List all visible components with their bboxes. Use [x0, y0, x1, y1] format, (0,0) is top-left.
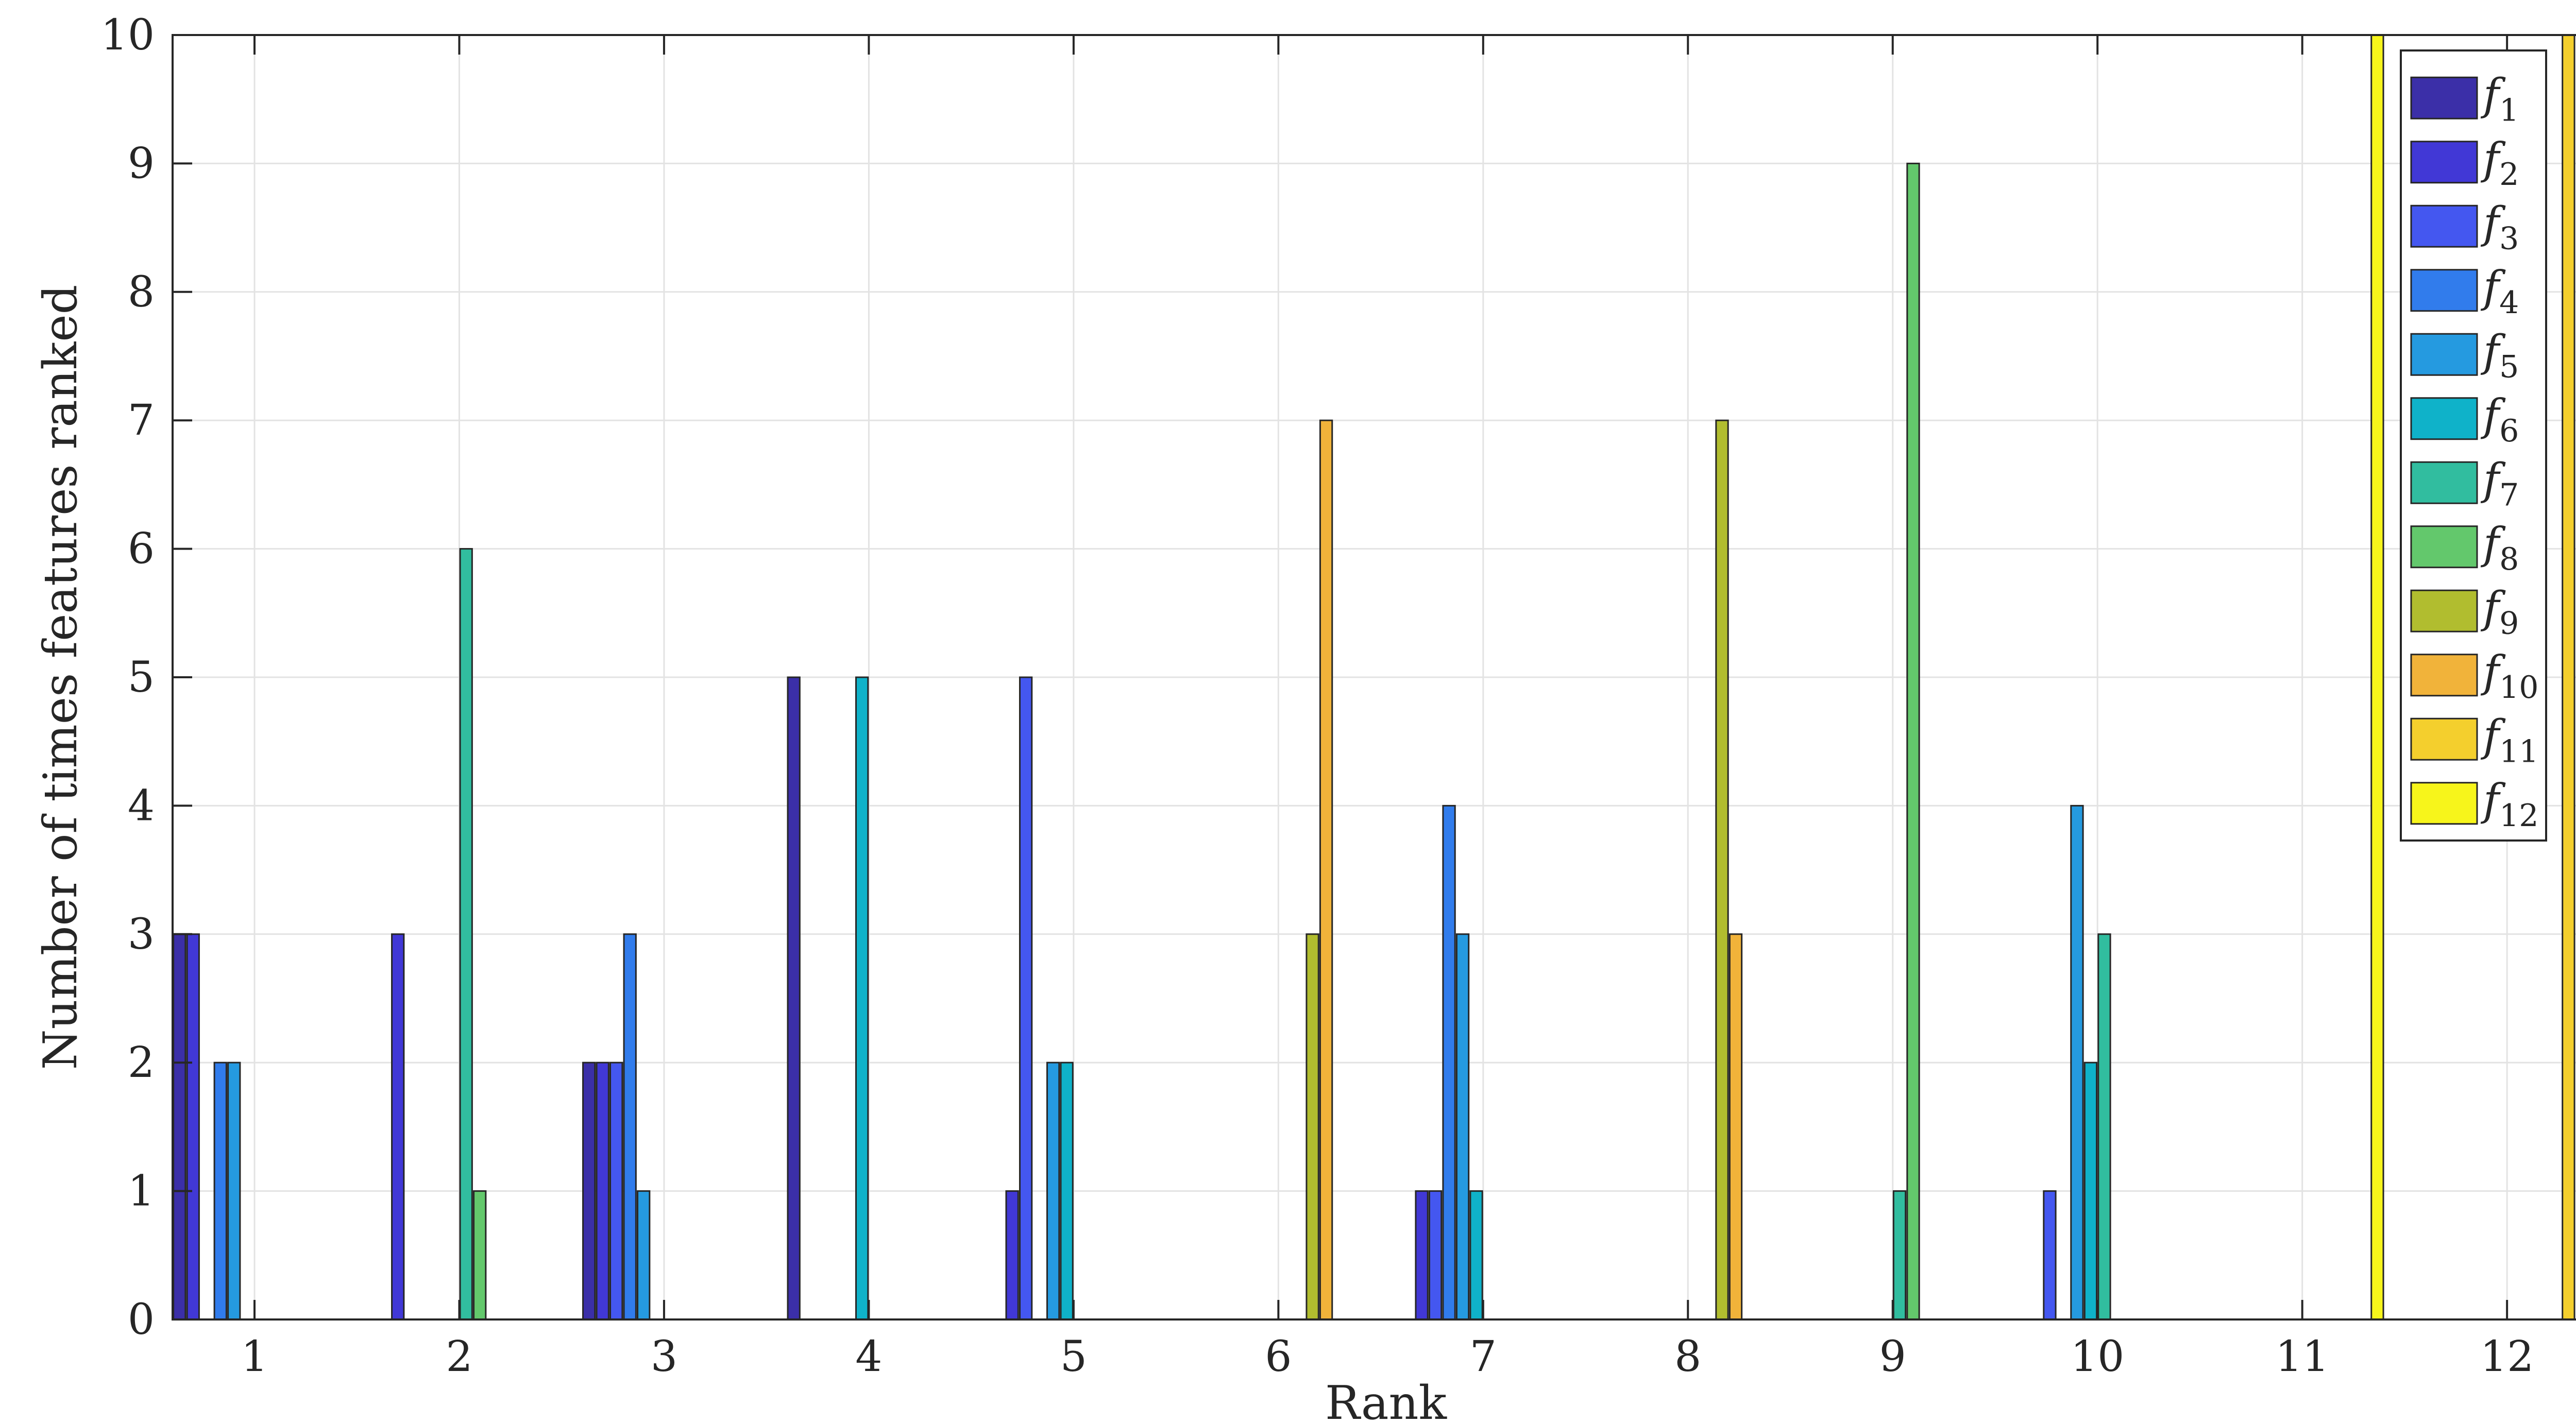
- bar-f10-rank-8: [1728, 933, 1743, 1321]
- bar-f4-rank-3: [623, 933, 637, 1321]
- bar-f2-rank-5: [1005, 1190, 1019, 1321]
- legend-swatch-f12: [2410, 782, 2478, 825]
- legend-swatch-f8: [2410, 525, 2478, 569]
- bar-f3-rank-3: [609, 1061, 623, 1321]
- bar-f3-rank-10: [2043, 1190, 2057, 1321]
- bar-f9-rank-6: [1306, 933, 1319, 1321]
- x-tick-label: 4: [855, 1332, 882, 1381]
- y-tick-label: 4: [128, 781, 155, 830]
- y-tick-label: 2: [128, 1038, 155, 1087]
- legend-swatch-f6: [2410, 397, 2478, 440]
- bar-f7-rank-2: [459, 548, 473, 1321]
- bar-f10-rank-6: [1319, 419, 1333, 1321]
- x-tick-label: 3: [651, 1332, 677, 1381]
- bar-f5-rank-10: [2070, 804, 2084, 1321]
- bar-f8-rank-2: [473, 1190, 487, 1321]
- x-tick-label: 12: [2480, 1332, 2534, 1381]
- legend-swatch-f5: [2410, 333, 2478, 376]
- y-axis-label: Number of times features ranked: [33, 285, 88, 1070]
- legend-swatch-f11: [2410, 717, 2478, 761]
- x-tick-label: 2: [446, 1332, 472, 1381]
- bar-f5-rank-5: [1046, 1061, 1060, 1321]
- y-tick-labels: 0 1 2 3 4 5 6 7 8 9 10: [101, 11, 155, 1344]
- bar-f2-rank-3: [596, 1061, 609, 1321]
- y-tick-label: 10: [101, 11, 155, 60]
- legend-swatch-f7: [2410, 461, 2478, 504]
- bar-f1-rank-3: [582, 1061, 596, 1321]
- bar-f4-rank-1: [213, 1061, 227, 1321]
- bar-f8-rank-9: [1906, 162, 1920, 1321]
- bar-f5-rank-7: [1455, 933, 1470, 1321]
- y-tick-label: 6: [128, 525, 155, 574]
- x-tick-label: 7: [1470, 1332, 1497, 1381]
- x-tick-label: 9: [1879, 1332, 1906, 1381]
- legend-swatch-f4: [2410, 269, 2478, 312]
- bar-f6-rank-7: [1469, 1190, 1483, 1321]
- bar-f6-rank-5: [1060, 1061, 1074, 1321]
- bar-f2-rank-7: [1415, 1190, 1429, 1321]
- y-tick-label: 0: [128, 1295, 155, 1344]
- bar-f2-rank-2: [391, 933, 405, 1321]
- legend-swatch-f3: [2410, 204, 2478, 248]
- bar-f12-rank-11: [2370, 34, 2384, 1321]
- y-tick-label: 1: [128, 1167, 155, 1216]
- bar-f1-rank-4: [787, 676, 801, 1321]
- bar-f5-rank-3: [637, 1190, 651, 1321]
- bar-f5-rank-1: [227, 1061, 241, 1321]
- x-tick-label: 8: [1674, 1332, 1701, 1381]
- x-axis-label: Rank: [1325, 1376, 1447, 1423]
- ticks: [173, 34, 2509, 1321]
- y-tick-label: 9: [128, 139, 155, 188]
- legend-swatch-f2: [2410, 141, 2478, 184]
- bar-f7-rank-10: [2097, 933, 2111, 1321]
- y-tick-label: 5: [128, 653, 155, 702]
- legend-swatch-f9: [2410, 589, 2478, 632]
- bar-f7-rank-9: [1892, 1190, 1907, 1321]
- x-tick-label: 1: [241, 1332, 268, 1381]
- x-tick-label: 5: [1060, 1332, 1087, 1381]
- bar-f4-rank-7: [1442, 804, 1456, 1321]
- bar-f1-rank-1: [173, 933, 187, 1321]
- y-tick-label: 7: [128, 396, 155, 445]
- x-tick-label: 6: [1265, 1332, 1292, 1381]
- bar-f2-rank-1: [186, 933, 200, 1321]
- x-tick-label: 10: [2071, 1332, 2124, 1381]
- bar-f9-rank-8: [1715, 419, 1729, 1321]
- x-tick-label: 11: [2275, 1332, 2329, 1381]
- legend-swatch-f10: [2410, 654, 2478, 697]
- bar-f6-rank-4: [855, 676, 869, 1321]
- bars: [173, 34, 2575, 1321]
- bar-f3-rank-5: [1019, 676, 1033, 1321]
- legend-swatch-f1: [2410, 76, 2478, 119]
- x-tick-labels: 1 2 3 4 5 6 7 8 9 10 11 12: [241, 1332, 2534, 1381]
- y-tick-label: 3: [128, 910, 155, 959]
- y-tick-label: 8: [128, 268, 155, 317]
- bar-f3-rank-7: [1428, 1190, 1443, 1321]
- bar-f6-rank-10: [2083, 1061, 2098, 1321]
- bar-f11-rank-12: [2562, 34, 2575, 1321]
